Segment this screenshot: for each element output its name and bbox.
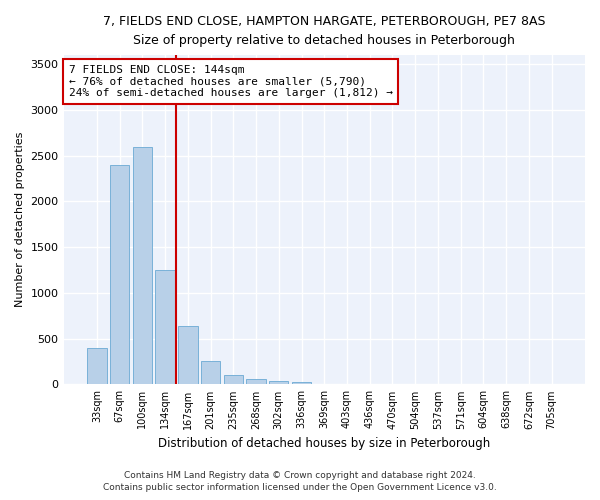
Bar bbox=[247, 380, 266, 384]
Bar bbox=[155, 270, 175, 384]
Text: 7 FIELDS END CLOSE: 144sqm
← 76% of detached houses are smaller (5,790)
24% of s: 7 FIELDS END CLOSE: 144sqm ← 76% of deta… bbox=[69, 65, 393, 98]
Bar bbox=[133, 146, 152, 384]
Bar bbox=[201, 360, 220, 384]
Bar bbox=[224, 376, 243, 384]
Bar bbox=[292, 382, 311, 384]
Bar bbox=[110, 165, 130, 384]
Text: Contains HM Land Registry data © Crown copyright and database right 2024.
Contai: Contains HM Land Registry data © Crown c… bbox=[103, 471, 497, 492]
X-axis label: Distribution of detached houses by size in Peterborough: Distribution of detached houses by size … bbox=[158, 437, 490, 450]
Bar bbox=[87, 348, 107, 385]
Bar bbox=[178, 326, 197, 384]
Y-axis label: Number of detached properties: Number of detached properties bbox=[15, 132, 25, 308]
Title: 7, FIELDS END CLOSE, HAMPTON HARGATE, PETERBOROUGH, PE7 8AS
Size of property rel: 7, FIELDS END CLOSE, HAMPTON HARGATE, PE… bbox=[103, 15, 545, 47]
Bar bbox=[269, 381, 289, 384]
